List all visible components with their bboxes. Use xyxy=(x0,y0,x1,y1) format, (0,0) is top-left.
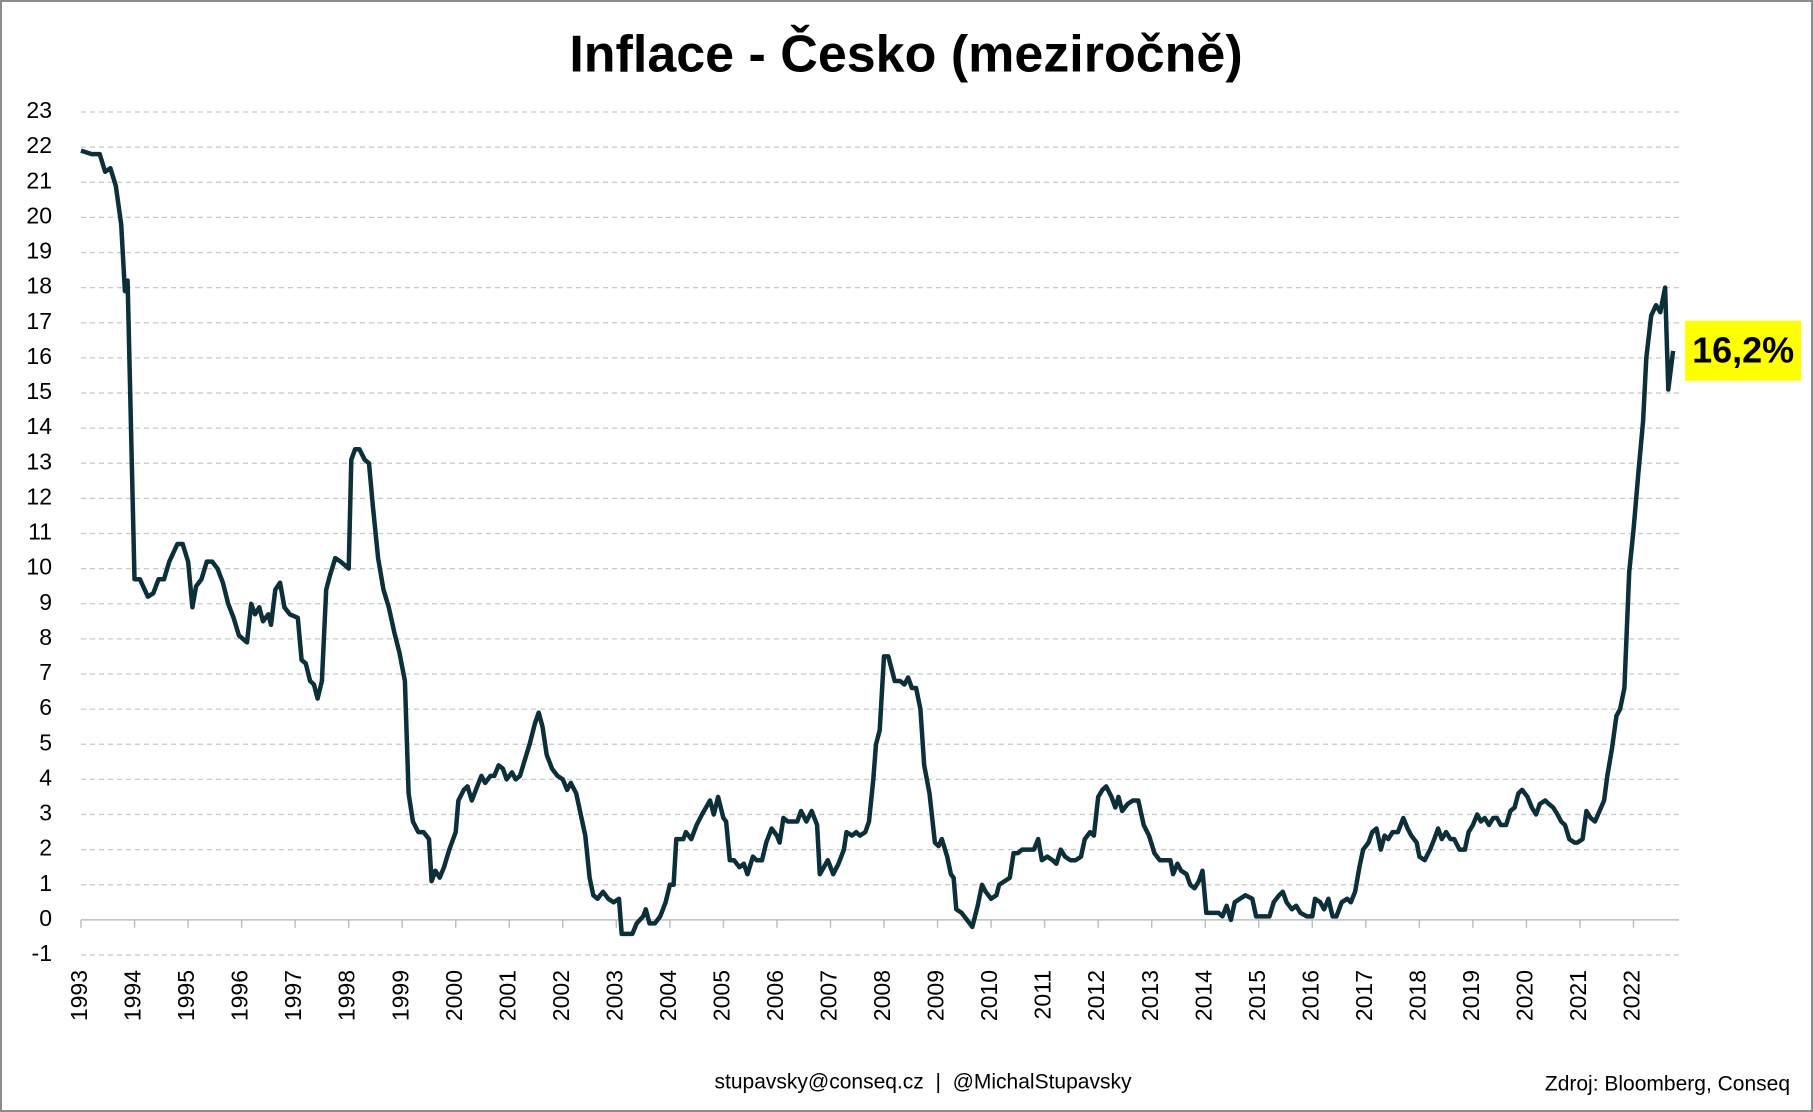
y-tick-label: 5 xyxy=(39,729,52,755)
y-tick-label: 19 xyxy=(26,238,52,264)
y-tick-label: 21 xyxy=(26,167,52,193)
x-tick-label: 2005 xyxy=(708,970,734,1021)
data-line xyxy=(80,148,1676,937)
x-tick-label: 1996 xyxy=(227,970,253,1021)
x-tick-label: 2015 xyxy=(1244,970,1270,1021)
footer-contact: stupavsky@conseq.cz | @MichalStupavsky xyxy=(715,1071,1132,1094)
x-tick-label: 2020 xyxy=(1512,970,1538,1021)
x-tick-label: 1998 xyxy=(334,970,360,1021)
x-tick-label: 2009 xyxy=(923,970,949,1021)
x-tick-label: 2013 xyxy=(1137,970,1163,1021)
x-tick-label: 2006 xyxy=(762,970,788,1021)
x-tick-label: 2010 xyxy=(976,970,1002,1021)
x-tick-label: 2000 xyxy=(441,970,467,1021)
chart-title: Inflace - Česko (meziročně) xyxy=(569,25,1242,84)
plot-area: -101234567891011121314151617181920212223… xyxy=(26,97,1802,1021)
y-tick-label: 7 xyxy=(39,659,52,685)
annotation-box xyxy=(1685,320,1802,381)
x-tick-label: 2017 xyxy=(1351,970,1377,1021)
x-tick-label: 2008 xyxy=(869,970,895,1021)
x-tick-label: 2003 xyxy=(601,970,627,1021)
x-tick-label: 2004 xyxy=(655,970,681,1021)
x-tick-label: 2012 xyxy=(1083,970,1109,1021)
y-tick-label: 8 xyxy=(39,624,52,650)
y-tick-label: 12 xyxy=(26,483,52,509)
annotation: 16,2% xyxy=(1692,329,1794,370)
y-tick-label: 11 xyxy=(28,519,52,545)
x-tick-label: 2016 xyxy=(1297,970,1323,1021)
x-tick-label: 1995 xyxy=(173,970,199,1021)
y-tick-label: 0 xyxy=(39,905,52,931)
y-tick-label: 23 xyxy=(26,97,52,123)
x-tick-label: 2011 xyxy=(1030,970,1056,1019)
x-tick-label: 1993 xyxy=(66,970,92,1021)
y-tick-label: 22 xyxy=(26,132,52,158)
y-tick-label: 14 xyxy=(26,413,52,439)
x-tick-label: 2014 xyxy=(1190,970,1216,1021)
y-tick-label: 3 xyxy=(39,800,52,826)
y-tick-label: 18 xyxy=(26,273,52,299)
y-tick-label: 10 xyxy=(26,554,52,580)
x-tick-label: 2001 xyxy=(494,970,520,1021)
x-tick-label: 2007 xyxy=(816,970,842,1021)
x-tick-label: 1999 xyxy=(387,970,413,1021)
y-tick-label: 16 xyxy=(26,343,52,369)
x-tick-label: 2018 xyxy=(1404,970,1430,1021)
y-tick-label: -1 xyxy=(32,940,52,966)
y-tick-label: 17 xyxy=(26,308,52,334)
y-tick-label: 9 xyxy=(39,589,52,615)
y-tick-label: 4 xyxy=(39,764,52,790)
x-tick-label: 2002 xyxy=(548,970,574,1021)
y-tick-label: 1 xyxy=(39,870,52,896)
x-tick-label: 2019 xyxy=(1458,970,1484,1021)
y-tick-label: 2 xyxy=(39,835,52,861)
footer-source: Zdroj: Bloomberg, Conseq xyxy=(1545,1073,1790,1096)
x-tick-label: 2022 xyxy=(1619,970,1645,1021)
x-tick-label: 2021 xyxy=(1565,970,1591,1021)
x-tick-label: 1997 xyxy=(280,970,306,1021)
y-tick-label: 13 xyxy=(26,448,52,474)
y-tick-label: 15 xyxy=(26,378,52,404)
x-tick-label: 1994 xyxy=(120,970,146,1021)
y-tick-label: 20 xyxy=(26,202,52,228)
y-tick-label: 6 xyxy=(39,694,52,720)
